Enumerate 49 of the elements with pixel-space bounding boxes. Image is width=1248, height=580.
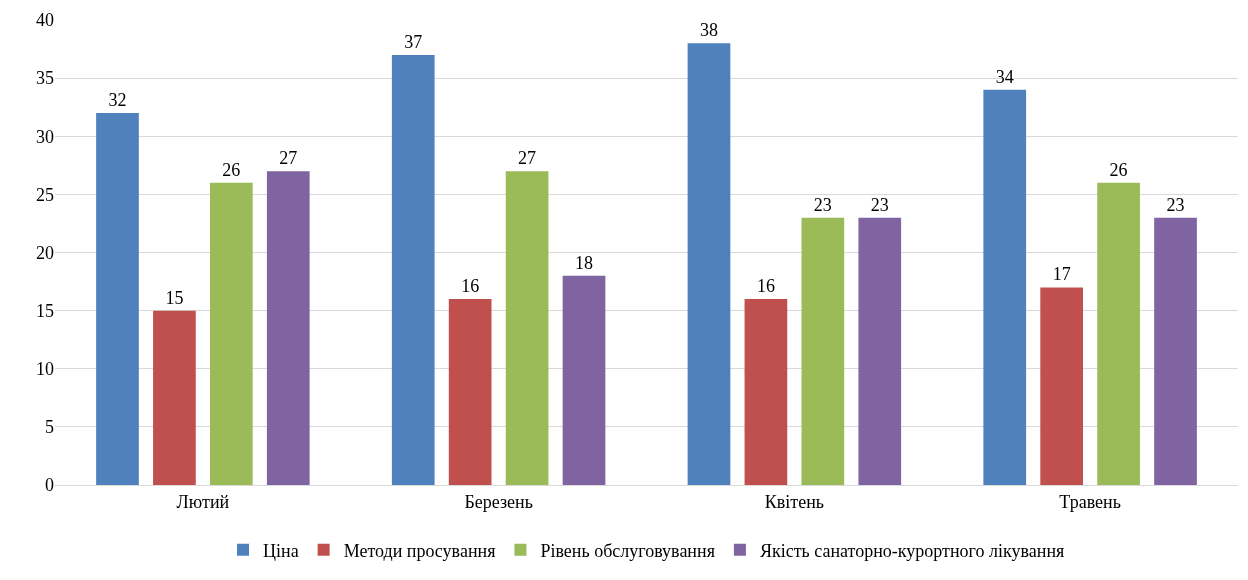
- bar: [505, 171, 549, 485]
- y-tick-label: 10: [36, 359, 54, 380]
- bar: [1154, 217, 1197, 485]
- y-tick-label: 5: [45, 417, 54, 438]
- data-label: 16: [756, 276, 775, 296]
- legend-label: Методи просування: [343, 540, 496, 561]
- data-label: 38: [699, 20, 718, 41]
- data-label: 27: [279, 148, 298, 169]
- bar: [562, 275, 606, 485]
- data-label: 32: [108, 90, 127, 110]
- data-label: 37: [404, 31, 423, 52]
- bar: [448, 299, 492, 485]
- bar: [1097, 182, 1140, 485]
- bar: [983, 89, 1027, 485]
- bar: [96, 113, 139, 485]
- data-label: 15: [165, 287, 184, 308]
- y-tick-label: 15: [36, 300, 54, 321]
- bar: [687, 43, 731, 485]
- data-label: 26: [222, 159, 241, 180]
- x-tick-label: Травень: [1059, 491, 1121, 512]
- bar: [266, 171, 310, 485]
- data-label: 26: [1109, 159, 1128, 180]
- y-tick-label: 35: [36, 68, 54, 89]
- data-label: 17: [1052, 264, 1071, 285]
- data-label: 23: [813, 194, 832, 215]
- y-tick-label: 25: [36, 184, 54, 205]
- y-tick-label: 30: [36, 126, 54, 147]
- x-tick-label: Лютий: [176, 491, 230, 512]
- bar: [801, 217, 845, 485]
- legend-label: Рівень обслуговування: [540, 540, 715, 561]
- legend-label: Ціна: [263, 540, 299, 561]
- y-tick-label: 0: [45, 475, 54, 496]
- data-label: 16: [461, 276, 480, 296]
- data-label: 34: [995, 66, 1014, 87]
- y-tick-label: 40: [36, 10, 54, 31]
- bar: [153, 310, 196, 485]
- data-label: 23: [1166, 194, 1185, 215]
- bar: [858, 217, 902, 485]
- bar: [391, 54, 435, 485]
- bar: [209, 182, 253, 485]
- data-label: 23: [870, 194, 889, 215]
- data-label: 18: [575, 252, 594, 273]
- x-tick-label: Квітень: [764, 491, 824, 512]
- x-tick-label: Березень: [464, 491, 533, 512]
- bar: [1040, 287, 1084, 485]
- data-label: 27: [518, 148, 537, 169]
- bar: [744, 299, 788, 485]
- y-tick-label: 20: [36, 242, 54, 263]
- legend-label: Якість санаторно-курортного лікування: [759, 540, 1065, 561]
